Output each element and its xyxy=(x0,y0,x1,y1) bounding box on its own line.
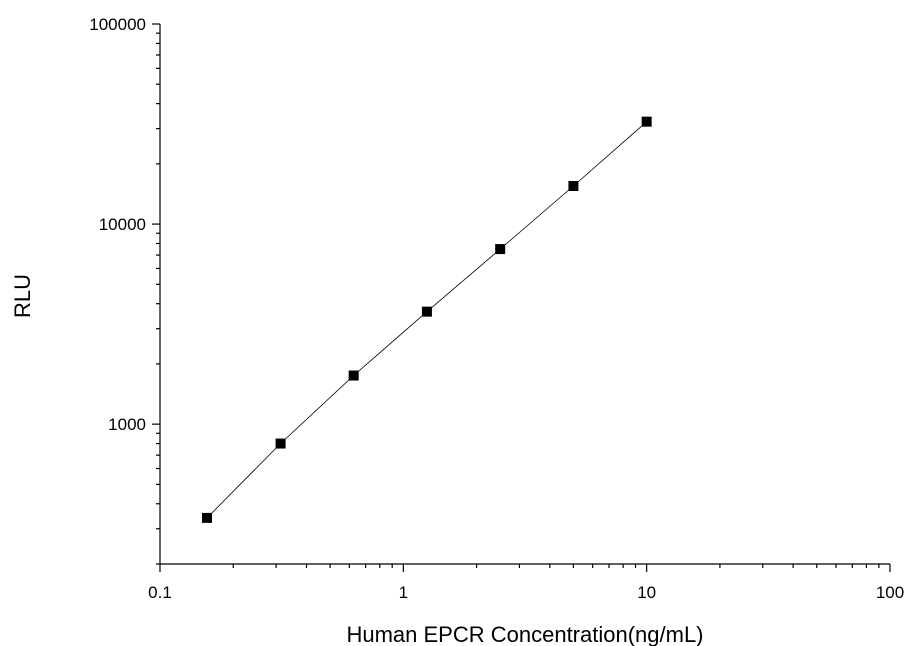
x-axis-title: Human EPCR Concentration(ng/mL) xyxy=(346,622,703,646)
data-markers xyxy=(201,116,652,523)
x-tick-label: 0.1 xyxy=(148,583,172,602)
data-point xyxy=(568,180,579,191)
fit-line-group xyxy=(206,121,647,519)
data-point xyxy=(641,116,652,127)
x-tick-label: 10 xyxy=(637,583,656,602)
x-tick-label: 100 xyxy=(876,583,904,602)
y-tick-label: 10000 xyxy=(99,215,146,234)
data-point xyxy=(201,512,212,523)
axis-ticks xyxy=(152,23,891,572)
y-tick-label: 1000 xyxy=(108,415,146,434)
y-axis-title: RLU xyxy=(10,274,35,318)
data-point xyxy=(348,370,359,381)
data-point xyxy=(495,244,506,255)
tick-labels: 0.1 1 10 100 1000 10000 100000 xyxy=(89,15,904,602)
x-tick-label: 1 xyxy=(399,583,408,602)
series-fit-line xyxy=(206,121,647,519)
y-tick-label: 100000 xyxy=(89,15,146,34)
data-point xyxy=(275,438,286,449)
plot-axes xyxy=(159,24,890,565)
data-point xyxy=(421,306,432,317)
